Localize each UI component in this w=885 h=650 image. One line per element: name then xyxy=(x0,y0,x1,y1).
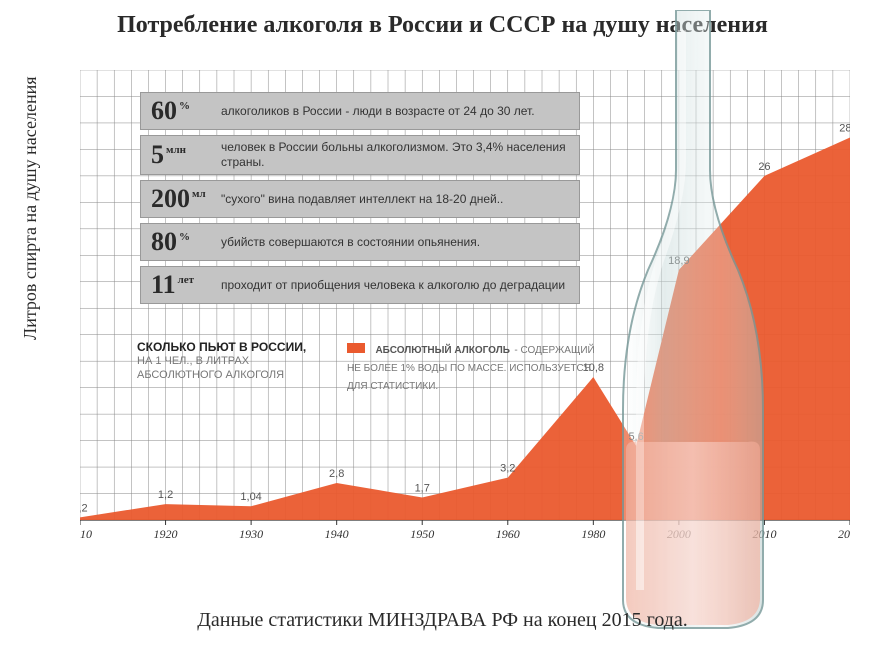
fact-row: 60%алкоголиков в России - люди в возраст… xyxy=(140,92,580,130)
fact-number: 11лет xyxy=(151,272,211,298)
svg-text:1980: 1980 xyxy=(581,527,605,541)
fact-text: человек в России больны алкоголизмом. Эт… xyxy=(211,140,569,170)
plot-area: 0246810121416182022242628303234191019201… xyxy=(80,70,850,520)
legend-block: СКОЛЬКО ПЬЮТ В РОССИИ, НА 1 ЧЕЛ., В ЛИТР… xyxy=(137,340,617,383)
svg-text:1940: 1940 xyxy=(325,527,349,541)
data-point-label: 3,2 xyxy=(500,463,515,475)
y-axis-label: Литров спирта на душу населения xyxy=(20,77,41,341)
fact-number: 200мл xyxy=(151,186,211,212)
data-point-label: 0,2 xyxy=(80,502,88,514)
chart-title: Потребление алкоголя в России и СССР на … xyxy=(0,0,885,45)
fact-text: убийств совершаются в состоянии опьянени… xyxy=(211,235,480,250)
data-point-label: 5,6 xyxy=(628,431,643,443)
fact-row: 200мл"сухого" вина подавляет интеллект н… xyxy=(140,180,580,218)
fact-text: проходит от приобщения человека к алкого… xyxy=(211,278,565,293)
svg-text:1950: 1950 xyxy=(410,527,434,541)
svg-text:2010: 2010 xyxy=(752,527,776,541)
data-point-label: 1,04 xyxy=(240,491,261,503)
data-point-label: 18,9 xyxy=(668,255,689,267)
fact-row: 11летпроходит от приобщения человека к а… xyxy=(140,266,580,304)
data-point-label: 26 xyxy=(758,161,770,173)
svg-text:2000: 2000 xyxy=(667,527,691,541)
svg-text:1930: 1930 xyxy=(239,527,263,541)
legend-note-head: АБСОЛЮТНЫЙ АЛКОГОЛЬ xyxy=(375,345,509,356)
fact-number: 60% xyxy=(151,98,211,124)
svg-text:2015: 2015 xyxy=(838,527,850,541)
svg-text:1920: 1920 xyxy=(154,527,178,541)
source-line: Данные статистики МИНЗДРАВА РФ на конец … xyxy=(0,609,885,632)
data-point-label: 28,9 xyxy=(839,123,850,135)
fact-text: "сухого" вина подавляет интеллект на 18-… xyxy=(211,192,503,207)
svg-text:1960: 1960 xyxy=(496,527,520,541)
chart-container: Литров спирта на душу населения 02468101… xyxy=(40,60,860,560)
data-point-label: 1,7 xyxy=(415,483,430,495)
data-point-label: 2,8 xyxy=(329,468,344,480)
fact-row: 5млнчеловек в России больны алкоголизмом… xyxy=(140,135,580,175)
svg-text:1910: 1910 xyxy=(80,527,92,541)
fact-number: 80% xyxy=(151,229,211,255)
fact-text: алкоголиков в России - люди в возрасте о… xyxy=(211,104,535,119)
fact-row: 80%убийств совершаются в состоянии опьян… xyxy=(140,223,580,261)
fact-boxes: 60%алкоголиков в России - люди в возраст… xyxy=(140,92,580,309)
fact-number: 5млн xyxy=(151,142,211,168)
data-point-label: 1,2 xyxy=(158,489,173,501)
legend-swatch xyxy=(347,343,365,353)
